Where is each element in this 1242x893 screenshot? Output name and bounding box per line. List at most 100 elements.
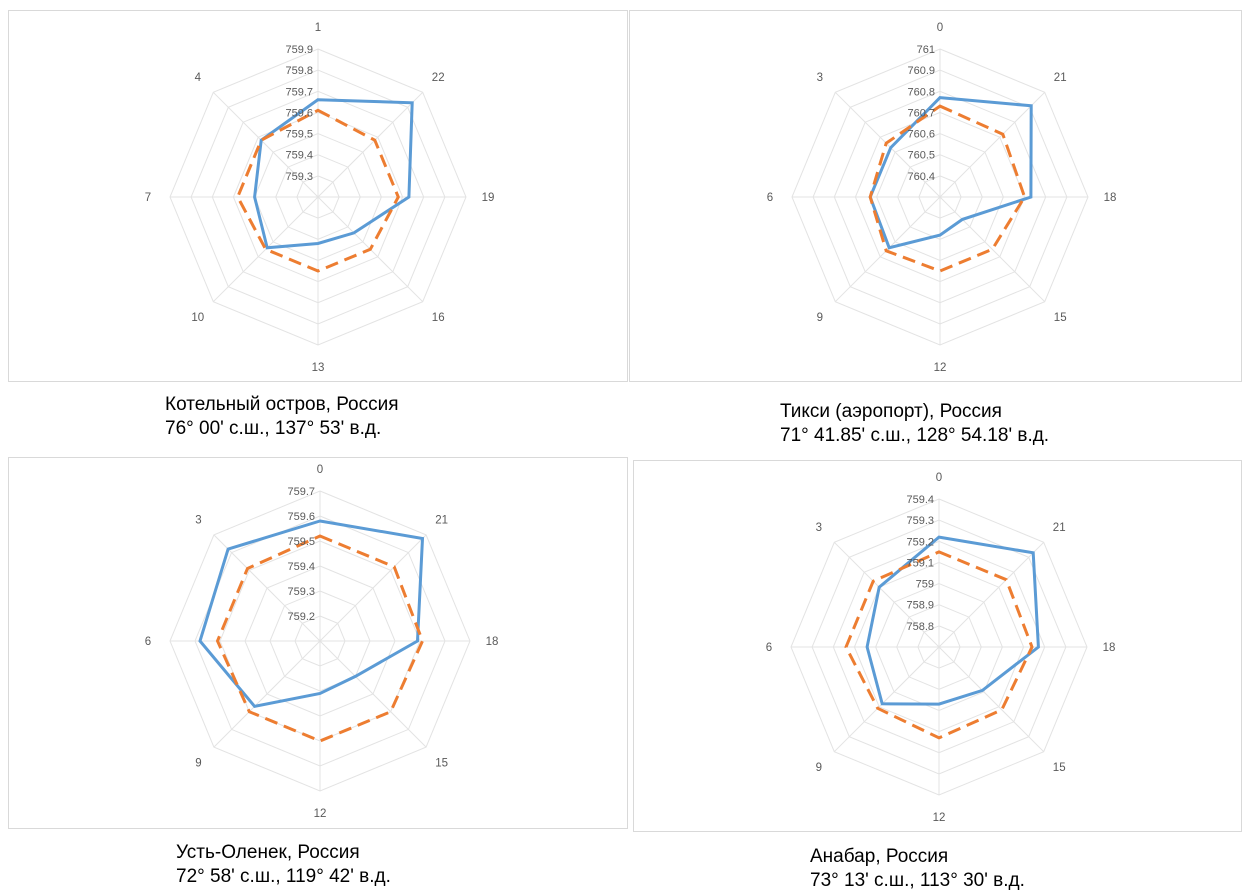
radar-spoke-1-5 xyxy=(834,196,941,303)
radar-panel-2: 0 21 18 15 12 9 6 3 759.2 759.3 759.4 759.5 759.6 759… xyxy=(8,457,628,829)
radar-category-label-2-1: 21 xyxy=(435,514,448,526)
radar-category-label-2-4: 12 xyxy=(314,808,327,820)
radar-category-label-1-7: 3 xyxy=(817,72,823,84)
radar-spoke-1-3 xyxy=(939,196,1046,303)
radar-category-label-2-5: 9 xyxy=(195,758,201,770)
radar-tick-label-1-5: 760.9 xyxy=(907,65,935,77)
radar-spoke-2-3 xyxy=(319,640,427,748)
radar-tick-label-0-0: 759.3 xyxy=(285,171,313,183)
radar-series-1-1 xyxy=(868,104,1027,273)
radar-tick-label-0-4: 759.7 xyxy=(285,86,313,98)
radar-tick-label-0-1: 759.4 xyxy=(285,150,313,162)
radar-tick-label-3-0: 758.8 xyxy=(906,621,934,633)
radar-panel-0: 1 22 19 16 13 10 7 4 759.3 759.4 759.5 759.6 759.7 75… xyxy=(8,10,628,382)
radar-spoke-2-7 xyxy=(213,534,321,642)
radar-chart-2: 0 21 18 15 12 9 6 3 759.2 759.3 759.4 759.5 759.6 759… xyxy=(145,464,499,820)
radar-category-label-1-6: 6 xyxy=(767,192,773,204)
radar-category-label-1-1: 21 xyxy=(1054,72,1067,84)
radar-category-label-3-3: 15 xyxy=(1053,762,1066,774)
radar-series-0-1 xyxy=(236,108,400,273)
radar-tick-label-3-4: 759.2 xyxy=(906,536,934,548)
radar-tick-label-0-6: 759.9 xyxy=(285,44,313,56)
radar-category-label-1-0: 0 xyxy=(937,22,943,34)
radar-tick-label-2-3: 759.5 xyxy=(287,536,315,548)
radar-tick-label-3-2: 759 xyxy=(916,579,934,591)
radar-chart-3: 0 21 18 15 12 9 6 3 758.8 758.9 759 759.1 759.2 759.3… xyxy=(766,472,1116,824)
radar-series-3-0 xyxy=(865,535,1040,706)
radar-category-label-0-0: 1 xyxy=(315,22,321,34)
radar-tick-label-2-5: 759.7 xyxy=(287,486,315,498)
radar-category-label-2-0: 0 xyxy=(317,464,323,476)
radar-spoke-3-5 xyxy=(833,646,940,753)
radar-tick-label-2-2: 759.4 xyxy=(287,561,315,573)
radar-category-label-1-3: 15 xyxy=(1054,312,1067,324)
radar-tick-label-1-0: 760.4 xyxy=(907,171,935,183)
radar-category-label-3-5: 9 xyxy=(816,762,822,774)
radar-category-label-1-5: 9 xyxy=(817,312,823,324)
radar-spoke-1-1 xyxy=(939,91,1046,198)
radar-spoke-2-1 xyxy=(319,534,427,642)
radar-category-label-3-2: 18 xyxy=(1103,642,1116,654)
radar-category-label-0-2: 19 xyxy=(482,192,495,204)
radar-category-label-3-0: 0 xyxy=(936,472,942,484)
radar-category-label-0-7: 4 xyxy=(195,72,202,84)
radar-spoke-3-3 xyxy=(938,646,1045,753)
radar-category-label-3-7: 3 xyxy=(816,522,822,534)
caption-2: Усть-Оленек, Россия 72° 58' с.ш., 119° 4… xyxy=(176,841,391,889)
radar-series-0-0 xyxy=(253,98,414,250)
radar-spoke-3-7 xyxy=(833,541,940,648)
radar-chart-1: 0 21 18 15 12 9 6 3 760.4 760.5 760.6 760.7 760.8 760… xyxy=(767,22,1117,374)
radar-tick-label-3-3: 759.1 xyxy=(906,557,934,569)
caption-0: Котельный остров, Россия 76° 00' с.ш., 1… xyxy=(165,393,399,441)
radar-category-label-2-2: 18 xyxy=(486,636,499,648)
radar-series-2-0 xyxy=(198,519,425,709)
radar-spoke-1-7 xyxy=(834,91,941,198)
radar-tick-label-0-5: 759.8 xyxy=(285,65,313,77)
radar-tick-label-3-5: 759.3 xyxy=(906,515,934,527)
caption-3-line1: Анабар, Россия xyxy=(810,846,949,867)
radar-tick-label-1-1: 760.5 xyxy=(907,150,935,162)
radar-category-label-3-4: 12 xyxy=(933,812,946,824)
caption-0-line2: 76° 00' с.ш., 137° 53' в.д. xyxy=(165,418,382,439)
radar-spoke-3-1 xyxy=(938,541,1045,648)
radar-tick-label-1-3: 760.7 xyxy=(907,107,935,119)
caption-1-line1: Тикси (аэропорт), Россия xyxy=(780,401,1002,422)
radar-category-label-1-2: 18 xyxy=(1104,192,1117,204)
radar-spoke-2-5 xyxy=(213,640,321,748)
radar-category-label-0-6: 7 xyxy=(145,192,151,204)
radar-tick-label-3-1: 758.9 xyxy=(906,600,934,612)
caption-3-line2: 73° 13' с.ш., 113° 30' в.д. xyxy=(810,870,1025,891)
radar-category-label-0-5: 10 xyxy=(191,312,204,324)
caption-1-line2: 71° 41.85' с.ш., 128° 54.18' в.д. xyxy=(780,425,1050,446)
radar-tick-label-2-4: 759.6 xyxy=(287,511,315,523)
radar-series-1-0 xyxy=(868,96,1033,250)
radar-series-2-1 xyxy=(215,534,425,743)
caption-0-line1: Котельный остров, Россия xyxy=(165,394,399,415)
radar-category-label-3-1: 21 xyxy=(1053,522,1066,534)
caption-2-line1: Усть-Оленек, Россия xyxy=(176,842,360,863)
radar-category-label-0-4: 13 xyxy=(312,362,325,374)
radar-tick-label-1-4: 760.8 xyxy=(907,86,935,98)
radar-panel-3: 0 21 18 15 12 9 6 3 758.8 758.9 759 759.1 759.2 759.3… xyxy=(633,460,1242,832)
caption-2-line2: 72° 58' с.ш., 119° 42' в.д. xyxy=(176,866,391,887)
radar-spoke-0-5 xyxy=(212,196,319,303)
radar-tick-label-1-2: 760.6 xyxy=(907,129,935,141)
radar-category-label-1-4: 12 xyxy=(934,362,947,374)
radar-category-label-3-6: 6 xyxy=(766,642,772,654)
radar-tick-label-1-6: 761 xyxy=(917,44,935,56)
caption-1: Тикси (аэропорт), Россия 71° 41.85' с.ш.… xyxy=(780,400,1049,448)
radar-category-label-2-7: 3 xyxy=(195,514,201,526)
radar-chart-0: 1 22 19 16 13 10 7 4 759.3 759.4 759.5 759.6 759.7 75… xyxy=(145,22,495,374)
radar-series-3-1 xyxy=(844,550,1034,740)
radar-tick-label-2-1: 759.3 xyxy=(287,586,315,598)
radar-category-label-2-6: 6 xyxy=(145,636,151,648)
radar-tick-label-2-0: 759.2 xyxy=(287,611,315,623)
radar-tick-label-0-3: 759.6 xyxy=(285,107,313,119)
radar-category-label-0-1: 22 xyxy=(432,72,445,84)
radar-tick-label-0-2: 759.5 xyxy=(285,129,313,141)
radar-category-label-0-3: 16 xyxy=(432,312,445,324)
radar-category-label-2-3: 15 xyxy=(435,758,448,770)
caption-3: Анабар, Россия 73° 13' с.ш., 113° 30' в.… xyxy=(810,845,1025,893)
radar-spoke-0-7 xyxy=(212,91,319,198)
radar-tick-label-3-6: 759.4 xyxy=(906,494,934,506)
